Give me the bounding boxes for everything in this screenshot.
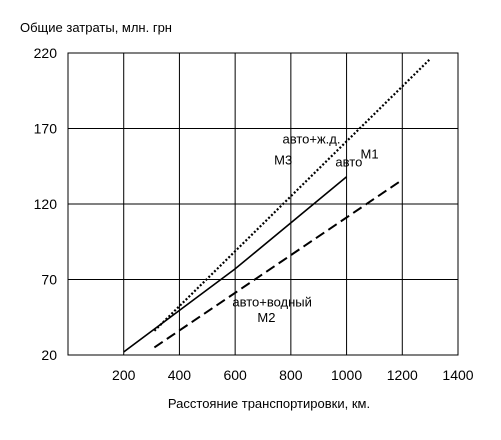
- annotation-0: авто+ж.д.: [283, 132, 341, 147]
- y-axis-title: Общие затраты, млн. грн: [20, 20, 172, 35]
- x-tick-label-2: 600: [223, 367, 247, 383]
- y-tick-label-2: 120: [34, 196, 58, 212]
- series-line-dotted: [153, 58, 431, 332]
- annotation-1: М3: [274, 153, 292, 168]
- chart-ticks: 200 400 600 800 1000 1200 1400 20 70 120 170 220: [34, 45, 474, 383]
- chart-series: [123, 58, 431, 353]
- y-tick-label-3: 170: [34, 121, 58, 137]
- y-tick-label-4: 220: [34, 45, 58, 61]
- y-tick-label-0: 20: [41, 347, 57, 363]
- annotation-2: авто: [335, 154, 362, 169]
- x-tick-label-6: 1400: [442, 367, 473, 383]
- annotation-4: авто+водный: [232, 295, 312, 310]
- y-tick-label-1: 70: [41, 272, 57, 288]
- series-line-dashed: [153, 178, 403, 349]
- x-axis-title: Расстояние транспортировки, км.: [168, 396, 370, 411]
- x-tick-label-5: 1200: [387, 367, 418, 383]
- x-tick-label-1: 400: [168, 367, 192, 383]
- annotation-5: М2: [257, 310, 275, 325]
- x-tick-label-0: 200: [112, 367, 136, 383]
- x-tick-label-3: 800: [279, 367, 303, 383]
- x-tick-label-4: 1000: [331, 367, 362, 383]
- annotation-3: М1: [361, 147, 379, 162]
- chart-grid: [67, 52, 459, 356]
